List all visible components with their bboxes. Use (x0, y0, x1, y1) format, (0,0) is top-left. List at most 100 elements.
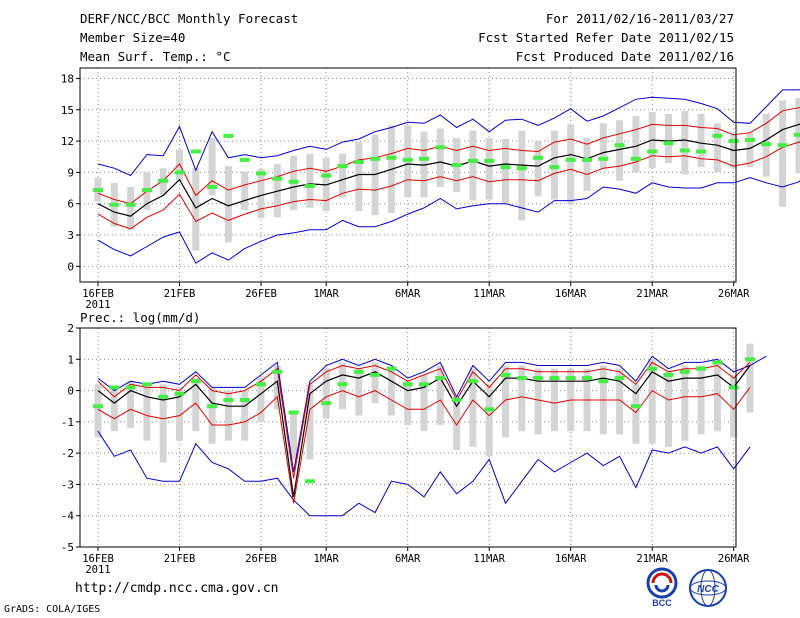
precipitation-panel-title: Prec.: log(mm/d) (80, 310, 200, 325)
median-marker (549, 376, 560, 381)
median-marker (272, 369, 283, 374)
ensemble-bar (94, 384, 102, 438)
median-marker (321, 401, 332, 406)
median-marker (370, 372, 381, 377)
x-tick-label: 16FEB (82, 553, 114, 565)
source-url[interactable]: http://cmdp.ncc.cma.gov.cn (75, 581, 279, 596)
bcc-logo-text: BCC (652, 598, 672, 608)
median-marker (777, 143, 788, 148)
y-tick-label: 0 (67, 260, 74, 273)
ensemble-bar (176, 387, 183, 441)
grads-credit: GrADS: COLA/IGES (4, 604, 101, 615)
ensemble-bar (599, 123, 607, 170)
x-tick-label: 1MAR (314, 553, 340, 565)
ncc-logo: NCC (689, 569, 727, 607)
median-marker (190, 149, 201, 154)
median-marker (386, 366, 397, 371)
median-marker (516, 376, 527, 381)
median-marker (679, 148, 690, 153)
median-marker (125, 202, 136, 207)
ensemble-bar (779, 100, 787, 207)
median-marker (630, 156, 641, 161)
median-marker (598, 379, 609, 384)
ensemble-bar (518, 130, 526, 221)
y-tick-label: -5 (61, 541, 74, 554)
ensemble-bar (534, 368, 542, 435)
ensemble-bar (632, 116, 640, 173)
forecast-started-date: Fcst Started Refer Date 2011/02/15 (478, 30, 734, 45)
x-tick-label: 16MAR (555, 553, 587, 565)
ncc-logo-text: NCC (697, 584, 719, 595)
mean-plus-spread-line (97, 106, 800, 205)
median-marker (500, 372, 511, 377)
median-marker (419, 382, 429, 387)
ensemble-bar (713, 123, 721, 173)
y-tick-label: -3 (61, 478, 74, 491)
median-marker (158, 178, 169, 183)
ensemble-bar (224, 390, 232, 441)
x-tick-label: 16MAR (555, 288, 587, 300)
ensemble-bar (502, 365, 509, 438)
median-marker (435, 376, 446, 381)
ensemble-bar (616, 120, 624, 181)
x-tick-label: 21FEB (164, 553, 196, 565)
ensemble-bar (583, 137, 591, 192)
y-tick-label: -2 (61, 447, 74, 460)
ensemble-min-line (97, 430, 751, 517)
ensemble-bar (681, 110, 689, 175)
median-marker (728, 139, 739, 144)
x-tick-label: 26MAR (718, 288, 750, 300)
median-marker (663, 372, 674, 377)
ensemble-max-line (97, 355, 767, 472)
median-marker (663, 141, 674, 146)
median-marker (402, 157, 413, 162)
ensemble-bar (127, 187, 135, 230)
x-tick-label: 11MAR (473, 288, 505, 300)
median-marker (337, 382, 348, 387)
plot-frame (79, 327, 737, 548)
median-marker (696, 149, 707, 154)
median-marker (109, 202, 120, 207)
median-marker (223, 133, 234, 138)
median-marker (696, 366, 707, 371)
median-marker (93, 188, 103, 193)
ensemble-bar (208, 387, 216, 444)
median-marker (533, 376, 544, 381)
ensemble-bar (681, 365, 689, 441)
median-marker (712, 360, 723, 365)
median-marker (321, 173, 332, 178)
forecast-produced-date: Fcst Produced Date 2011/02/16 (515, 49, 734, 64)
ensemble-bar (159, 384, 167, 463)
median-marker (141, 382, 152, 387)
median-marker (549, 165, 560, 170)
median-marker (304, 479, 315, 484)
median-marker (582, 157, 592, 162)
median-marker (647, 366, 658, 371)
mean-minus-spread-line (97, 141, 800, 230)
median-marker (256, 382, 266, 387)
ensemble-bar (192, 378, 200, 432)
median-marker (745, 138, 755, 143)
median-marker (712, 133, 723, 138)
year-label: 2011 (85, 564, 110, 576)
ensemble-bar (665, 113, 672, 163)
ensemble-bar (665, 371, 672, 447)
median-marker (288, 179, 299, 184)
ensemble-bar (746, 343, 754, 413)
median-marker (630, 404, 641, 409)
ensemble-bar (550, 130, 558, 200)
ensemble-bar (339, 153, 346, 198)
median-marker (125, 385, 136, 390)
x-tick-label: 26FEB (245, 553, 277, 565)
median-marker (451, 397, 462, 402)
ensemble-bar (550, 368, 558, 432)
ensemble-bar (453, 396, 461, 451)
median-marker (614, 143, 625, 148)
ensemble-bar (143, 387, 151, 441)
median-marker (304, 183, 315, 188)
ensemble-bar (469, 368, 477, 447)
y-tick-label: 15 (61, 104, 74, 117)
ensemble-bar (534, 141, 542, 197)
ensemble-bar (502, 138, 509, 204)
ensemble-bar (273, 365, 281, 410)
